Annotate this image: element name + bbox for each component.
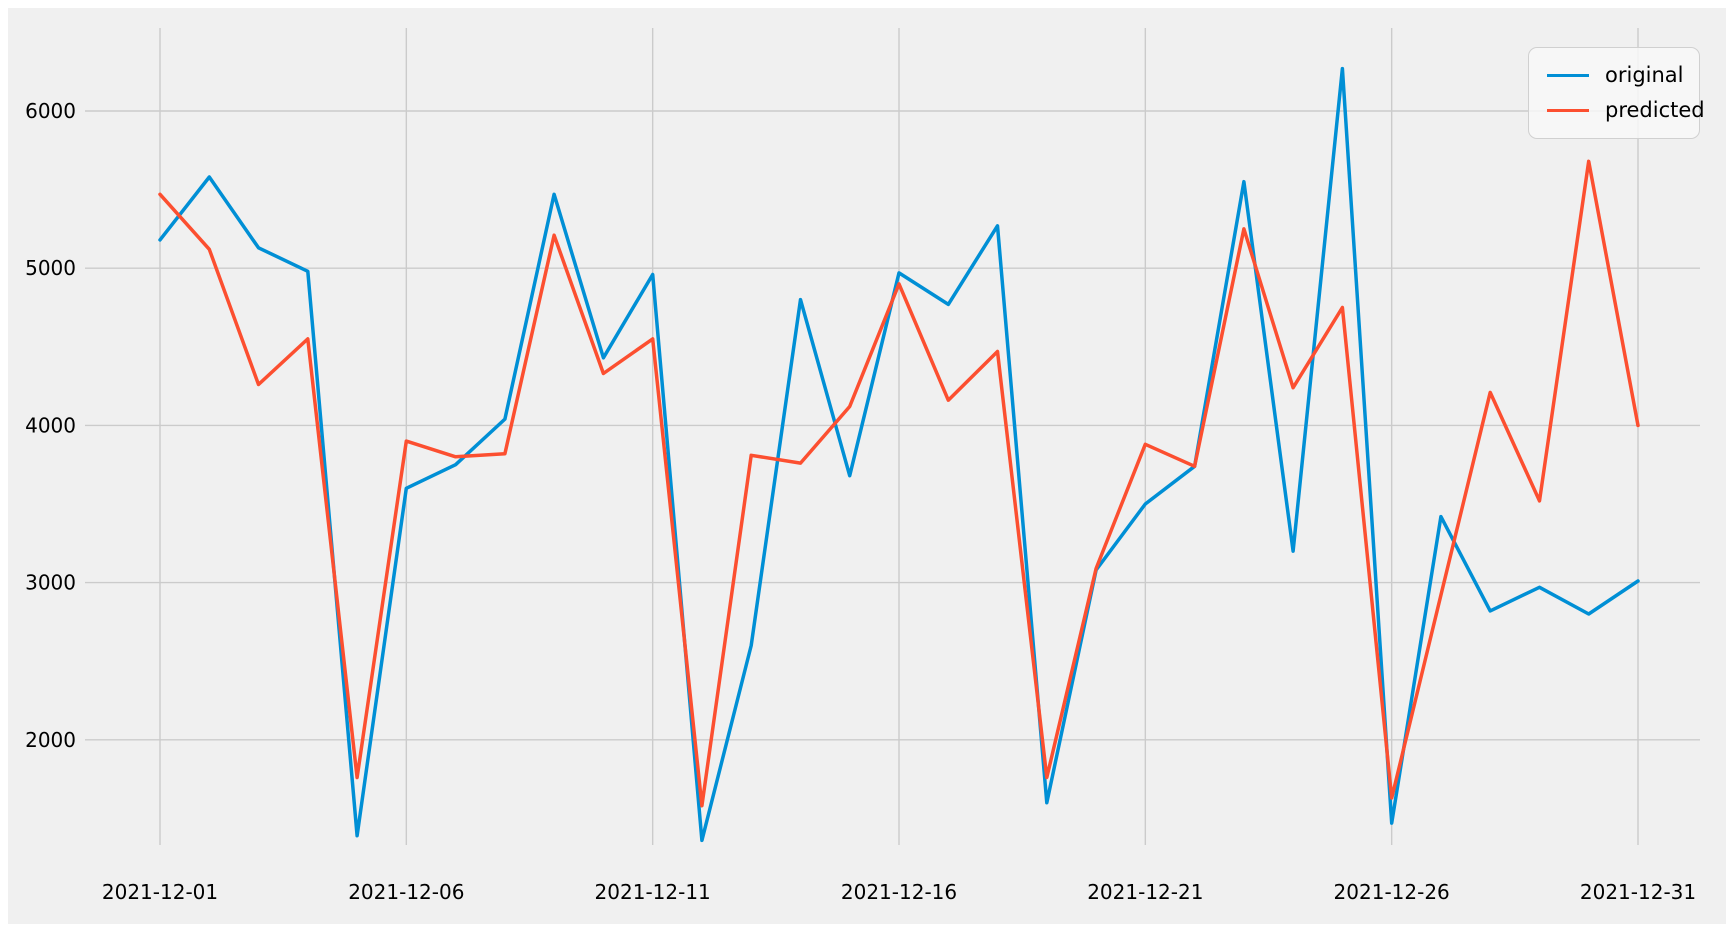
legend-item-predicted: predicted [1547,94,1705,128]
figure: 2000 3000 4000 5000 6000 2021-12-01 2021-12-06… [8,8,1726,924]
y-tick-label: 4000 [25,413,76,437]
x-tick-label: 2021-12-16 [841,880,957,904]
x-tick-label: 2021-12-01 [102,880,218,904]
y-tick-label: 6000 [25,99,76,123]
y-tick-label: 2000 [25,728,76,752]
x-tick-label: 2021-12-26 [1334,880,1450,904]
x-tick-label: 2021-12-11 [595,880,711,904]
y-tick-label: 5000 [25,256,76,280]
series-line-predicted [158,159,1640,808]
legend: original predicted [1528,47,1705,139]
legend-label-predicted: predicted [1605,98,1705,122]
legend-item-original: original [1547,59,1684,93]
original-line-swatch [1547,74,1589,77]
x-tick-label: 2021-12-06 [348,880,464,904]
series-line-original [158,66,1640,843]
predicted-line-swatch [1547,109,1589,112]
legend-label-original: original [1605,63,1684,87]
y-tick-label: 3000 [25,571,76,595]
x-tick-label: 2021-12-31 [1580,880,1696,904]
x-tick-label: 2021-12-21 [1087,880,1203,904]
